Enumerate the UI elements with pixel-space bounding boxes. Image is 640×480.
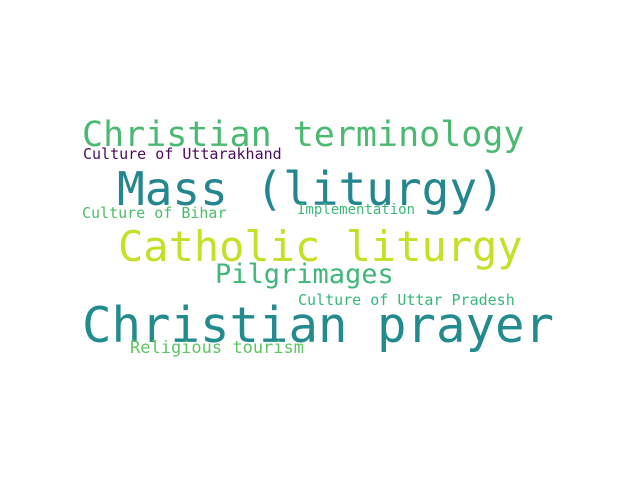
word-culture-of-uttarakhand: Culture of Uttarakhand xyxy=(83,145,282,163)
word-mass-liturgy: Mass (liturgy) xyxy=(117,162,505,216)
word-religious-tourism: Religious tourism xyxy=(130,338,304,358)
word-christian-terminology: Christian terminology xyxy=(82,115,525,155)
word-culture-of-uttar-pradesh: Culture of Uttar Pradesh xyxy=(298,291,515,309)
word-pilgrimages: Pilgrimages xyxy=(215,259,394,290)
word-christian-prayer: Christian prayer xyxy=(82,297,555,354)
word-implementation: Implementation xyxy=(297,202,416,218)
word-culture-of-bihar: Culture of Bihar xyxy=(82,204,227,222)
word-catholic-liturgy: Catholic liturgy xyxy=(118,222,523,271)
